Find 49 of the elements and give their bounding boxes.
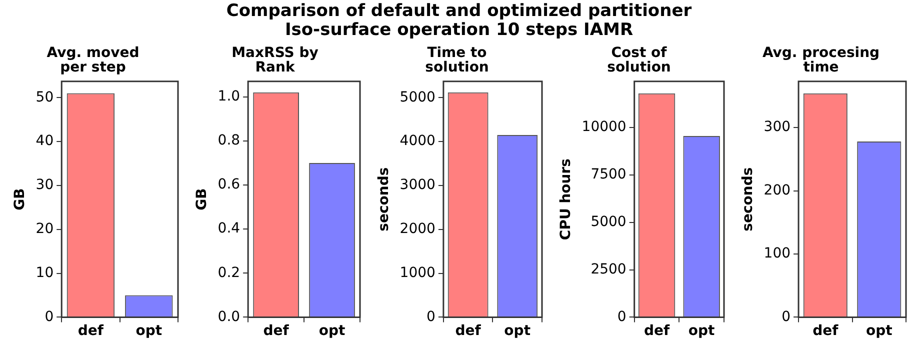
chart-title: Cost of solution [607,44,671,76]
y-tick-label: 50 [36,89,54,106]
x-tick-label: def [644,323,670,340]
y-tick-label: 40 [36,133,54,150]
y-tick-label: 7500 [590,166,626,183]
y-tick-label: 0.6 [218,176,240,193]
y-tick-label: 300 [764,119,791,136]
x-tick-label: opt [136,323,162,340]
text: Iso-surface operation 10 steps IAMR [284,20,634,40]
y-tick-label: 2000 [400,221,436,238]
x-tick-label: opt [688,323,716,340]
x-tick-label: opt [318,323,346,340]
y-tick-label: 10 [36,264,54,281]
y-axis-title: seconds [740,167,756,232]
y-tick-label: 3000 [400,177,436,194]
y-tick-label: 200 [764,182,791,198]
y-tick-label: 0 [426,308,436,325]
y-tick-label: 4000 [400,133,436,150]
chart-title: MaxRSS by Rank [232,44,318,76]
y-axis-title: seconds [376,167,392,232]
y-tick-label: 30 [36,177,54,194]
x-tick-label: def [263,323,290,340]
chart-title: Avg. moved per step [46,44,140,76]
y-tick-label: 0.2 [218,264,240,281]
y-tick-label: 5000 [590,214,626,230]
x-tick-label: def [812,323,840,340]
x-tick-label: def [455,323,482,340]
y-tick-label: 2500 [590,261,626,278]
y-tick-label: 0 [44,308,54,325]
y-tick-label: 0 [617,308,626,325]
y-tick-label: 0 [782,308,791,325]
y-tick-label: 1.0 [218,88,240,104]
x-tick-label: opt [504,323,531,340]
y-axis-title: GB [12,188,28,210]
y-tick-label: 5000 [400,89,436,106]
y-axis-title: GB [194,188,210,210]
x-tick-label: opt [866,323,893,340]
text: Comparison of default and optimized partitioner [225,1,693,21]
y-tick-label: 0.8 [218,132,240,149]
chart-title: Avg. procesing time [762,44,880,76]
chart-title: Time to solution [425,44,489,76]
y-tick-label: 10000 [582,119,626,136]
y-tick-label: 20 [36,221,54,238]
y-tick-label: 100 [764,246,791,262]
y-tick-label: 0.0 [218,308,240,325]
y-axis-title: CPU hours [558,158,574,240]
x-tick-label: def [78,323,104,340]
y-tick-label: 0.4 [218,220,240,237]
y-tick-label: 1000 [400,264,436,281]
